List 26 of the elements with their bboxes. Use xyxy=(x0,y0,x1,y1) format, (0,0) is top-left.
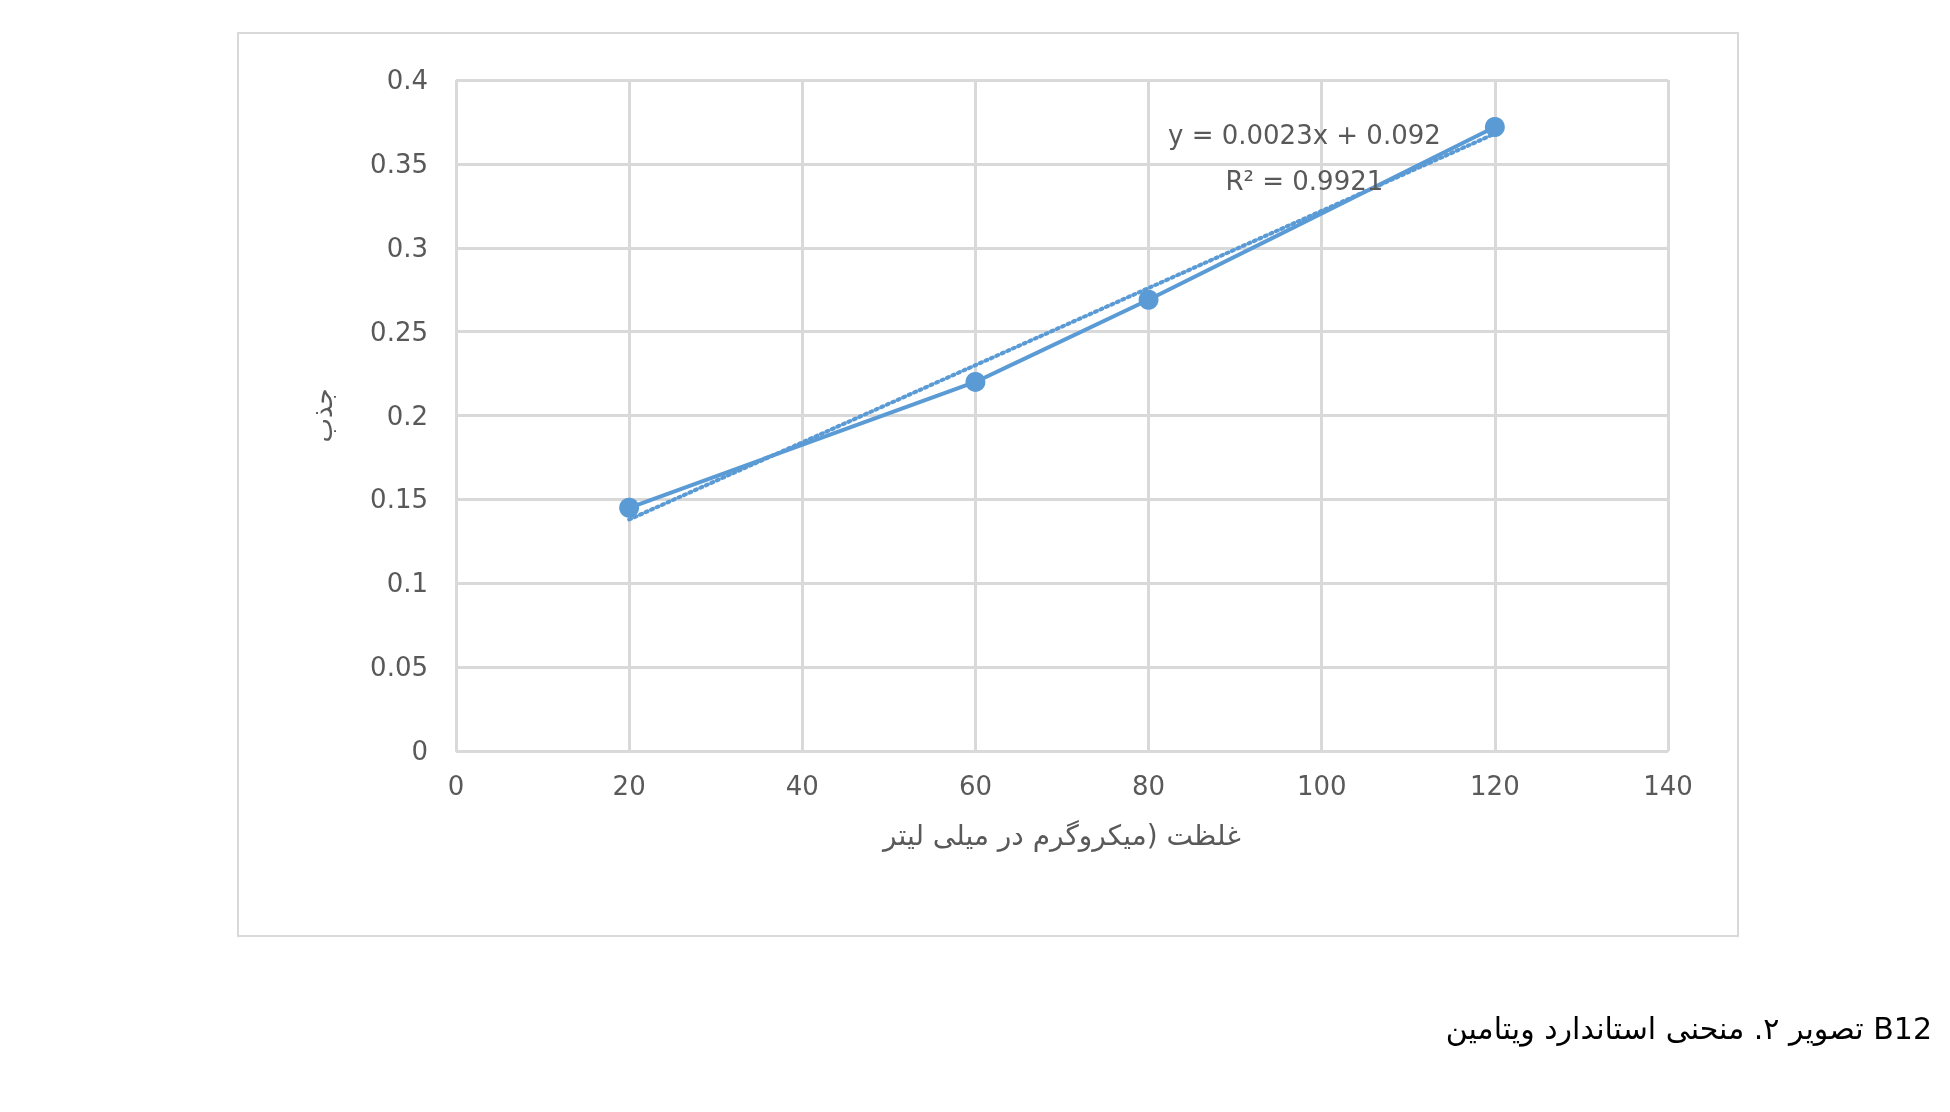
x-tick-label: 40 xyxy=(785,771,819,801)
point xyxy=(1138,289,1159,310)
x-tick-label: 140 xyxy=(1643,771,1693,801)
x-axis-title: غلظت (میکروگرم در میلی لیتر xyxy=(881,818,1241,852)
y-tick-label: 0.4 xyxy=(386,65,428,95)
y-tick-label: 0.05 xyxy=(370,652,428,683)
text: تصویر ۲. منحنی استاندارد ویتامین B12 xyxy=(1445,1010,1933,1047)
y-tick-label: 0.15 xyxy=(370,484,428,515)
point xyxy=(619,497,640,518)
y-tick-label: 0.1 xyxy=(386,568,428,599)
y-tick-label: 0.3 xyxy=(386,232,428,263)
point xyxy=(965,371,986,392)
y-tick-label: 0.35 xyxy=(370,148,428,179)
x-tick-label: 120 xyxy=(1470,771,1520,801)
x-tick-label: 20 xyxy=(612,771,646,801)
x-tick-label: 80 xyxy=(1132,771,1166,801)
x-tick-label: 0 xyxy=(447,771,465,801)
x-tick-label: 100 xyxy=(1296,771,1347,801)
y-tick-label: 0.2 xyxy=(386,400,428,431)
annotation: y = 0.0023x + 0.092 xyxy=(1167,120,1441,151)
point xyxy=(1484,116,1505,137)
y-tick-label: 0.25 xyxy=(370,316,428,347)
annotation: R² = 0.9921 xyxy=(1225,166,1384,197)
y-tick-label: 0 xyxy=(411,736,428,766)
x-tick-label: 60 xyxy=(958,771,992,801)
y-axis-title: جذب xyxy=(308,388,338,443)
